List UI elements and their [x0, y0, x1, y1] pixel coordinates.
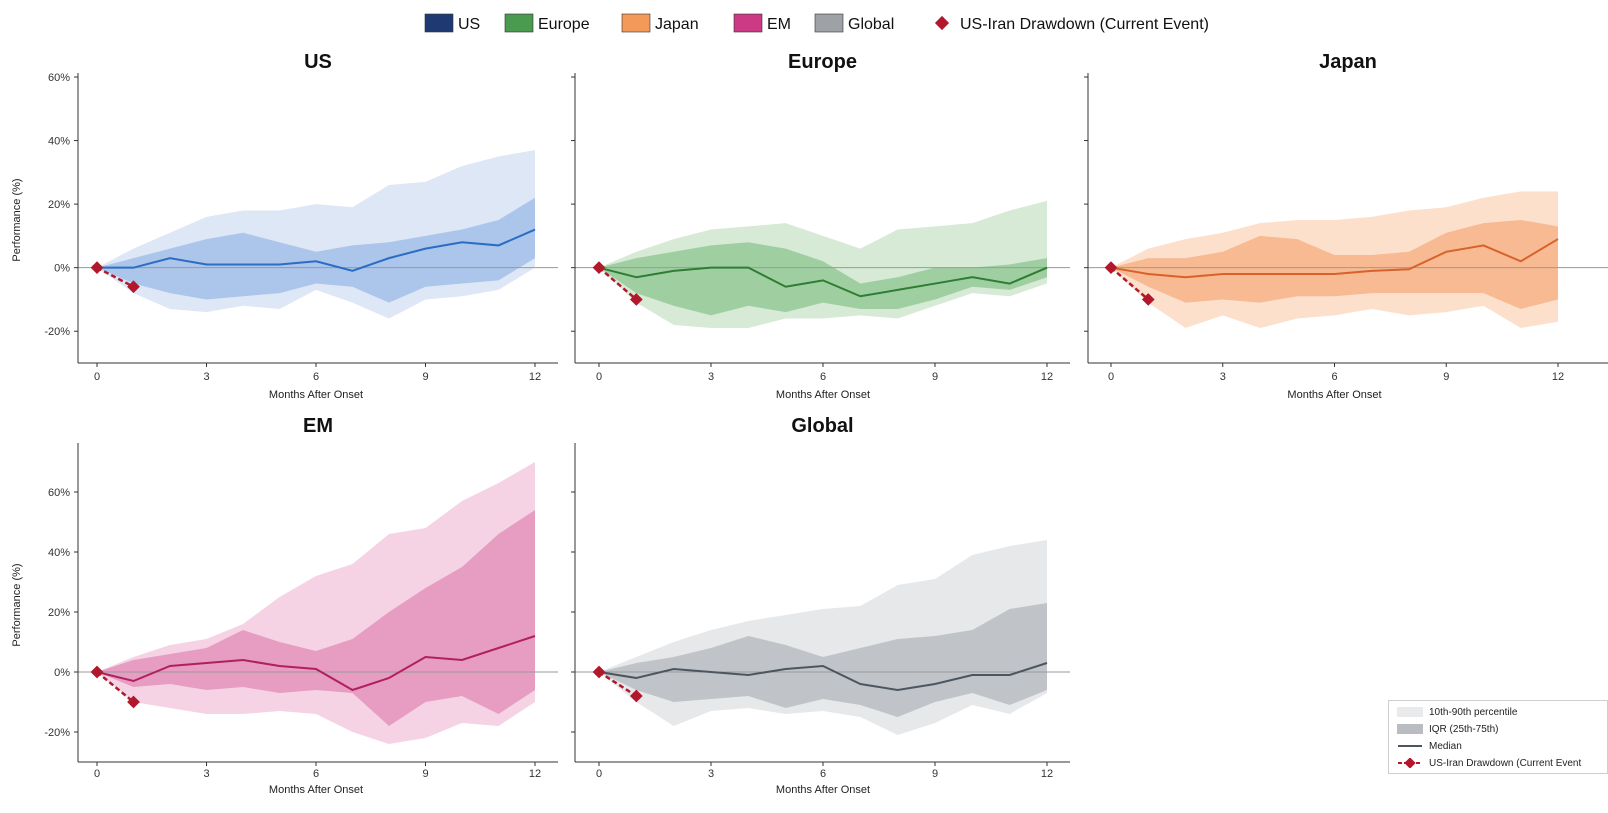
y-tick-label-us-3: 40% [48, 136, 70, 148]
x-tick-label-us-0: 0 [94, 371, 100, 383]
x-tick-label-japan-0: 0 [1108, 371, 1114, 383]
event-marker-em-0 [90, 665, 104, 679]
iqr-swatch [1397, 724, 1423, 734]
y-tick-label-em-0: -20% [44, 727, 70, 739]
event-swatch [1398, 758, 1422, 768]
y-tick-label-em-2: 20% [48, 607, 70, 619]
x-axis-label-europe: Months After Onset [776, 389, 870, 401]
legend-swatch-europe [504, 13, 534, 33]
median-line-em [96, 635, 536, 692]
x-tick-label-global-3: 9 [932, 768, 938, 780]
band-legend-iqr-label: IQR (25th-75th) [1429, 723, 1499, 735]
band-legend-iqr: IQR (25th-75th) [1397, 721, 1498, 737]
band-legend-median: Median [1397, 738, 1462, 754]
band-iqr-europe [599, 242, 1047, 316]
band-legend-p10-90: 10th-90th percentile [1397, 704, 1517, 720]
panel-title-europe: Europe [788, 51, 857, 73]
x-tick-label-em-4: 12 [529, 768, 541, 780]
panel-global: Global 0 3 6 9 12 Months After Onset [560, 410, 1080, 813]
x-tick-label-us-4: 12 [529, 371, 541, 383]
x-tick-label-japan-3: 9 [1443, 371, 1449, 383]
x-axis-label-em: Months After Onset [269, 784, 363, 796]
x-tick-label-europe-4: 12 [1041, 371, 1053, 383]
median-line-europe [598, 266, 1048, 298]
band-iqr-japan [1111, 220, 1558, 309]
y-tick-label-us-4: 60% [48, 72, 70, 84]
y-tick-label-us-0: -20% [44, 326, 70, 338]
legend-swatch-em [733, 13, 763, 33]
band-legend-event: US-Iran Drawdown (Current Event [1397, 755, 1581, 771]
x-tick-label-global-1: 3 [708, 768, 714, 780]
x-tick-label-europe-1: 3 [708, 371, 714, 383]
x-tick-label-europe-2: 6 [820, 371, 826, 383]
event-marker-us-0 [90, 261, 104, 275]
event-line-japan [1110, 266, 1150, 301]
y-axis-label-em: Performance (%) [11, 563, 23, 646]
panel-japan: Japan 0 3 6 9 12 Months After Onset [1080, 48, 1608, 408]
legend-label-global: Global [848, 16, 894, 33]
x-tick-label-em-3: 9 [422, 768, 428, 780]
p10-90-swatch [1397, 707, 1423, 717]
x-tick-label-em-1: 3 [203, 768, 209, 780]
legend-label-japan: Japan [655, 16, 699, 33]
legend-label-us: US [458, 16, 480, 33]
band-legend: 10th-90th percentile IQR (25th-75th) Med… [1388, 700, 1608, 774]
band-iqr-us [97, 197, 535, 303]
event-line-europe [598, 266, 638, 301]
x-tick-label-us-2: 6 [313, 371, 319, 383]
legend-event-marker [934, 15, 950, 31]
event-marker-global-0 [592, 665, 606, 679]
x-tick-label-global-2: 6 [820, 768, 826, 780]
panel-title-japan: Japan [1319, 51, 1377, 73]
event-marker-us-1 [127, 280, 140, 294]
x-tick-label-us-3: 9 [422, 371, 428, 383]
legend-swatch-japan [621, 13, 651, 33]
band-iqr-global [599, 603, 1047, 717]
x-axis-label-japan: Months After Onset [1287, 389, 1381, 401]
panel-title-global: Global [791, 415, 853, 437]
y-tick-label-em-3: 40% [48, 547, 70, 559]
panel-us: US -20% 0% 20% 40% 60% 0 3 6 9 12 Months After Onse… [0, 48, 560, 408]
event-line-global [598, 670, 638, 698]
x-axis-label-us: Months After Onset [269, 389, 363, 401]
panel-europe: Europe 0 3 6 9 12 Months After Onset [560, 48, 1080, 408]
y-tick-label-em-1: 0% [54, 667, 70, 679]
median-line-swatch [1398, 745, 1422, 747]
x-tick-label-em-0: 0 [94, 768, 100, 780]
y-tick-label-us-2: 20% [48, 199, 70, 211]
legend-label-em: EM [767, 16, 791, 33]
x-tick-label-europe-3: 9 [932, 371, 938, 383]
panel-em: EM -20% 0% 20% 40% 60% 0 3 6 9 12 Months After Onse… [0, 410, 560, 813]
median-line-japan [1110, 238, 1559, 279]
x-tick-label-global-0: 0 [596, 768, 602, 780]
legend-label-europe: Europe [538, 16, 590, 33]
band-legend-median-label: Median [1429, 740, 1462, 752]
x-tick-label-japan-1: 3 [1220, 371, 1226, 383]
y-axis-label-us: Performance (%) [11, 178, 23, 261]
band-legend-p10-90-label: 10th-90th percentile [1429, 706, 1518, 718]
panel-title-us: US [304, 51, 332, 73]
legend-event-label: US-Iran Drawdown (Current Event) [960, 16, 1209, 33]
legend-swatch-us [424, 13, 454, 33]
band-legend-event-label: US-Iran Drawdown (Current Event [1429, 757, 1582, 769]
event-marker-europe-0 [592, 261, 606, 275]
event-line-us [96, 266, 135, 288]
x-tick-label-em-2: 6 [313, 768, 319, 780]
x-tick-label-europe-0: 0 [596, 371, 602, 383]
event-marker-japan-0 [1104, 261, 1118, 275]
x-axis-label-global: Months After Onset [776, 784, 870, 796]
x-tick-label-japan-2: 6 [1331, 371, 1337, 383]
chart-legend: US Europe Japan EM Global US-Iran Drawdown (C… [0, 0, 1608, 48]
legend-swatch-global [814, 13, 844, 33]
median-line-us [97, 228, 536, 272]
x-tick-label-us-1: 3 [203, 371, 209, 383]
x-tick-label-global-4: 12 [1041, 768, 1053, 780]
panel-title-em: EM [303, 415, 333, 437]
y-tick-label-em-4: 60% [48, 487, 70, 499]
x-tick-label-japan-4: 12 [1552, 371, 1564, 383]
median-line-global [598, 662, 1048, 692]
y-tick-label-us-1: 0% [54, 263, 70, 275]
